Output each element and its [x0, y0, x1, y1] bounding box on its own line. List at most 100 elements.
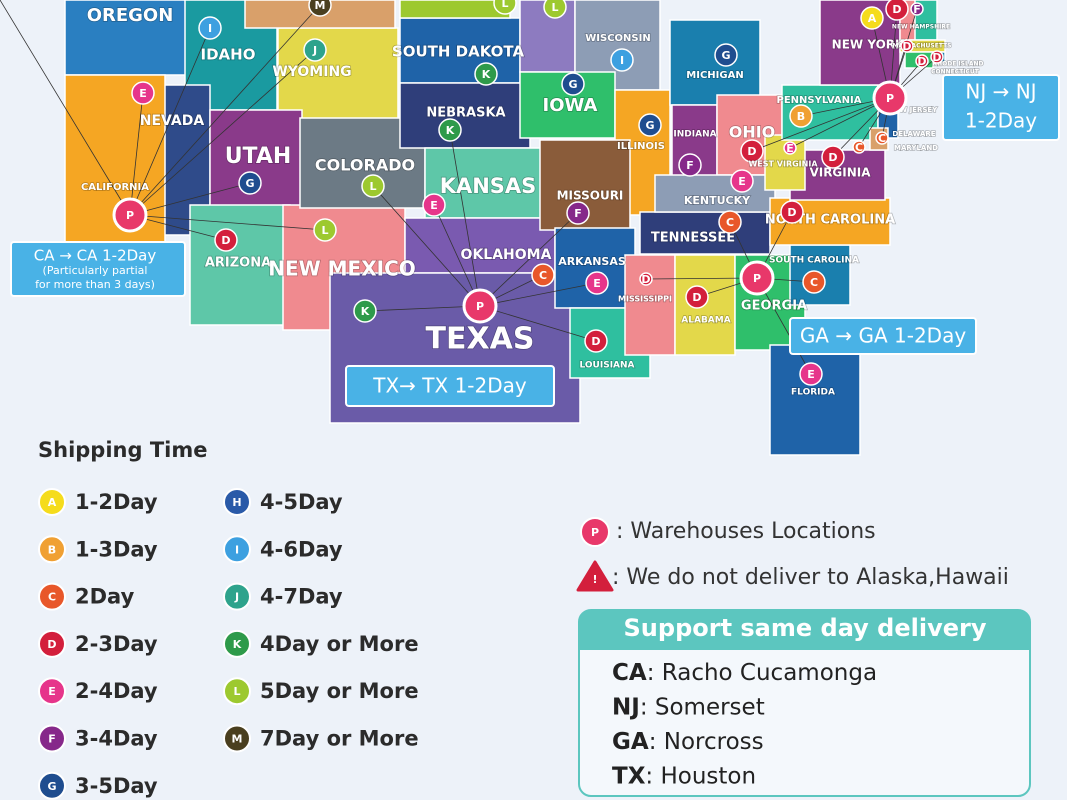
warehouse-badge — [580, 517, 610, 547]
state-region — [624, 254, 676, 356]
badge — [739, 260, 775, 296]
legend-label: 4-6Day — [260, 537, 343, 561]
legend-badge — [223, 629, 251, 658]
legend-letter: B — [48, 543, 56, 556]
badge — [584, 329, 608, 353]
badge — [198, 16, 222, 40]
state-label: NEVADA — [140, 113, 205, 129]
state-label: OKLAHOMA — [461, 247, 552, 263]
warehouse-letter: P — [591, 526, 599, 539]
badge — [789, 104, 813, 128]
legend-badge — [223, 582, 251, 611]
same-day-place: : Norcross — [649, 729, 764, 755]
badge-letter: G — [721, 49, 730, 62]
arrow-line — [479, 282, 598, 307]
badge — [531, 263, 555, 287]
state-label: TENNESSEE — [651, 231, 735, 246]
badge-letter: D — [828, 151, 837, 164]
state-label: GEORGIA — [741, 299, 807, 314]
state-region — [64, 74, 166, 271]
state-region — [209, 109, 303, 211]
state-label: MASSACHUSETTS — [893, 43, 952, 50]
badge-letter: C — [726, 216, 734, 229]
state-region — [639, 211, 771, 255]
state-label: OREGON — [87, 5, 174, 26]
badge — [303, 38, 327, 62]
badge-letter: D — [892, 3, 901, 16]
badge-letter: F — [574, 207, 582, 220]
state-label: WYOMING — [272, 64, 351, 80]
state-label: WEST VIRGINIA — [748, 160, 818, 169]
same-day-place: : Racho Cucamonga — [647, 660, 877, 686]
legend-label: 7Day or More — [260, 727, 419, 751]
state-label: MISSOURI — [557, 189, 624, 203]
state-region — [277, 27, 399, 124]
state-label: VIRGINIA — [809, 166, 871, 180]
badge — [821, 145, 845, 169]
badge-letter: E — [139, 87, 147, 100]
state-label: SOUTH DAKOTA — [392, 43, 525, 61]
badge-letter: D — [917, 55, 926, 68]
legend-label: 1-2Day — [75, 490, 158, 514]
badge-letter: L — [369, 180, 376, 193]
warning-mark: ! — [592, 573, 597, 586]
badge — [566, 201, 590, 225]
legend-label: 3-5Day — [75, 774, 158, 798]
callout-text: NJ → NJ — [965, 80, 1036, 104]
state-label: KENTUCKY — [684, 194, 751, 207]
legend-label: 4Day or More — [260, 632, 419, 656]
badge — [730, 169, 754, 193]
legend-letter: I — [235, 543, 239, 556]
legend-letter: L — [233, 685, 240, 698]
badge-letter: E — [593, 277, 601, 290]
legend-label: 1-3Day — [75, 537, 158, 561]
badge-letter: D — [902, 40, 911, 53]
state-label: IOWA — [543, 95, 598, 116]
state-label: MICHIGAN — [686, 70, 743, 81]
state-label: DELAWARE — [892, 130, 935, 138]
legend-badge — [38, 724, 66, 753]
callout-text: CA → CA 1-2Day — [34, 247, 157, 265]
badge-letter: J — [312, 44, 317, 57]
legend-badge — [223, 488, 251, 516]
legend-badge — [223, 724, 251, 753]
legend-label: 4-7Day — [260, 585, 343, 609]
badge — [639, 272, 653, 286]
state-label: LOUISIANA — [579, 361, 634, 371]
legend-badge — [38, 771, 66, 800]
badge — [714, 43, 738, 67]
warning-icon — [576, 560, 614, 592]
legend-badge — [38, 488, 66, 516]
state-region — [654, 174, 776, 213]
legend-title: Shipping Time — [38, 438, 207, 462]
legend-label: 3-4Day — [75, 727, 158, 751]
arrow-line — [364, 305, 481, 312]
callout-box — [345, 365, 555, 407]
badge — [561, 72, 585, 96]
same-day-row: TX: Houston — [612, 763, 756, 789]
badge-letter: P — [126, 209, 134, 222]
badge — [885, 0, 909, 21]
arrow-line — [751, 97, 891, 152]
legend-label: 4-5Day — [260, 490, 343, 514]
badge-letter: F — [686, 159, 694, 172]
badge — [638, 113, 662, 137]
badge — [780, 200, 804, 224]
callout-note: for more than 3 days) — [35, 278, 155, 291]
badge — [678, 153, 702, 177]
state-label: MARYLAND — [894, 144, 938, 152]
state-label: CALIFORNIA — [81, 182, 149, 193]
arrow-line — [789, 97, 891, 149]
badge — [852, 140, 866, 154]
badge-letter: P — [753, 272, 761, 285]
arrow-line — [479, 305, 597, 342]
legend-badge — [38, 629, 66, 658]
arrow-line — [129, 49, 316, 216]
legend-letter: A — [48, 496, 57, 509]
state-region — [669, 19, 761, 106]
badge-letter: D — [692, 291, 701, 304]
legend-letter: G — [47, 780, 56, 793]
state-label: NEW YORK — [832, 38, 905, 52]
state-region — [189, 204, 291, 326]
